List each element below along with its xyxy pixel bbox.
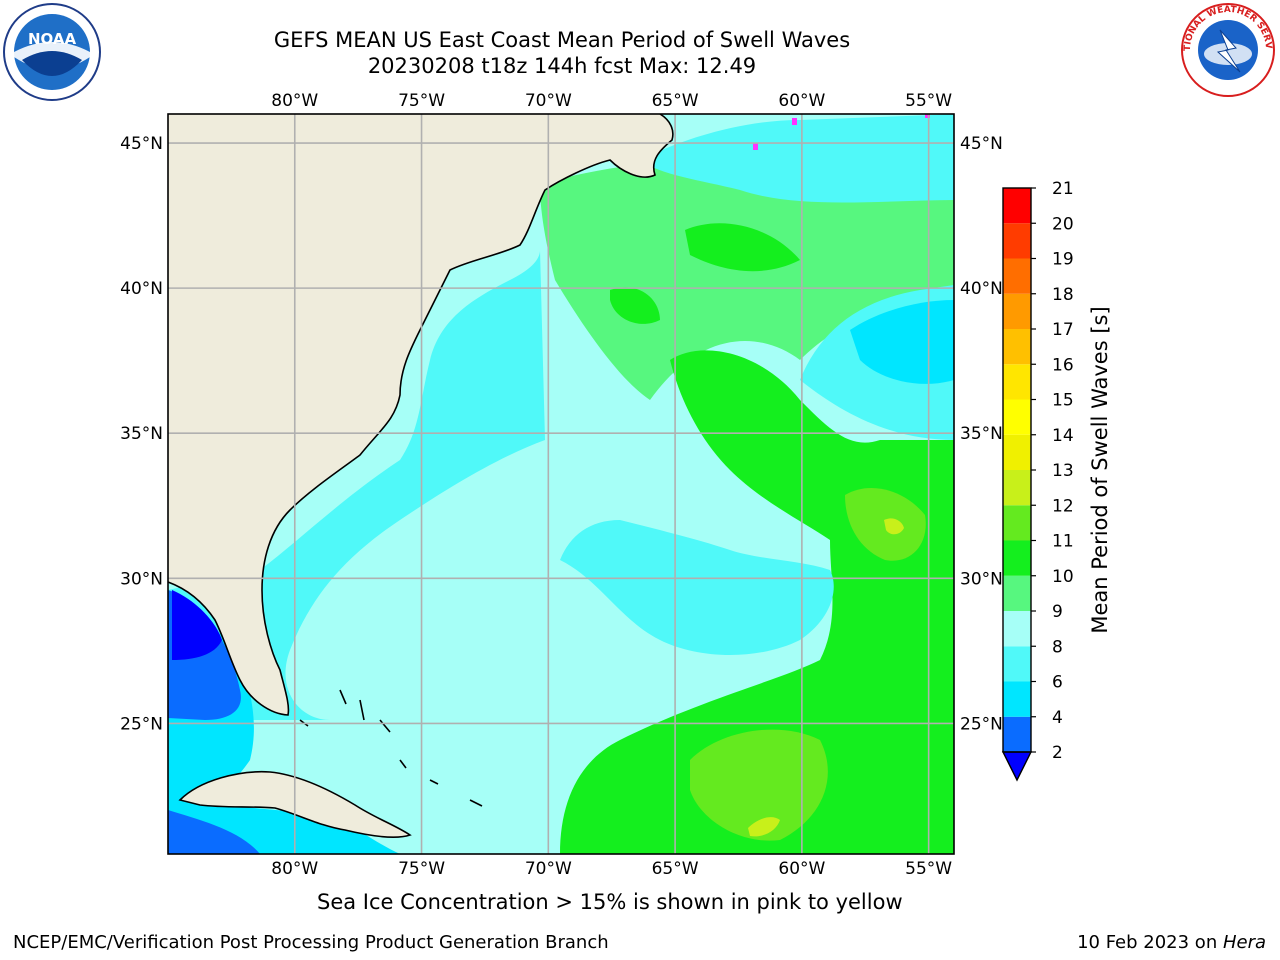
colorbar-swatch (1003, 505, 1031, 541)
field-gulf-deep (172, 590, 222, 660)
colorbar-tick-label: 8 (1052, 637, 1063, 657)
footer-date: 10 Feb 2023 on Hera (1077, 932, 1266, 953)
colorbar-under-arrow (1001, 751, 1033, 782)
colorbar-tick-label: 9 (1052, 602, 1063, 622)
map-gridlines (168, 114, 954, 854)
colorbar-swatch (1003, 258, 1031, 294)
colorbar-swatch (1003, 293, 1031, 329)
colorbar-tick-label: 19 (1052, 250, 1074, 270)
lat-tick-label-left: 40°N (120, 279, 163, 299)
lon-tick-label-top: 60°W (778, 91, 825, 111)
noaa-logo-icon: NOAA (3, 3, 101, 101)
colorbar-tick-label: 2 (1052, 743, 1063, 763)
chart-subtitle: 20230208 t18z 144h fcst Max: 12.49 (367, 54, 757, 78)
colorbar-swatch (1003, 575, 1031, 611)
colorbar-tick-label: 13 (1052, 461, 1074, 481)
lon-tick-label-top: 80°W (271, 91, 318, 111)
colorbar-swatch (1003, 716, 1031, 752)
colorbar-tick-label: 14 (1052, 426, 1074, 446)
coastline (168, 114, 674, 716)
colorbar-swatch (1003, 540, 1031, 576)
colorbar-tick-label: 6 (1052, 673, 1063, 693)
colorbar-tick-label: 10 (1052, 567, 1074, 587)
lat-tick-label-right: 25°N (960, 714, 1003, 734)
colorbar-swatch (1003, 681, 1031, 717)
lat-tick-label-left: 25°N (120, 714, 163, 734)
colorbar: 2 4 6 8 9 10 11 12 13 14 15 16 17 18 19 20 21 (1001, 179, 1074, 782)
footer-host: Hera (1222, 932, 1266, 953)
colorbar-swatch (1003, 188, 1031, 224)
cuba-coastline (178, 770, 412, 839)
lon-tick-label-top: 65°W (652, 91, 699, 111)
colorbar-swatch (1003, 646, 1031, 682)
colorbar-tick-label: 11 (1052, 532, 1074, 552)
lon-tick-label-top: 75°W (398, 91, 445, 111)
colorbar-swatch (1003, 223, 1031, 259)
lon-tick-label-top: 55°W (905, 91, 952, 111)
colorbar-swatch (1003, 399, 1031, 435)
lon-tick-label-bottom: 60°W (778, 859, 825, 879)
colorbar-swatch (1003, 364, 1031, 400)
colorbar-tick-label: 20 (1052, 214, 1074, 234)
lat-tick-label-right: 45°N (960, 134, 1003, 154)
colorbar-tick-label: 18 (1052, 285, 1074, 305)
sea-ice-note: Sea Ice Concentration > 15% is shown in … (317, 890, 903, 914)
colorbar-tick-label: 12 (1052, 496, 1074, 516)
colorbar-tick-label: 21 (1052, 179, 1074, 199)
colorbar-tick-label: 4 (1052, 708, 1063, 728)
colorbar-tick-label: 17 (1052, 320, 1074, 340)
field-shelf-north (540, 150, 954, 400)
colorbar-swatch (1003, 611, 1031, 647)
map-axis-ticks: 80°W 80°W 75°W 75°W 70°W 70°W 65°W 65°W 60°W 60°W… (120, 91, 1003, 879)
map-area (168, 114, 954, 854)
lon-tick-label-bottom: 80°W (271, 859, 318, 879)
field-coastal-band (168, 250, 834, 720)
lon-tick-label-bottom: 70°W (525, 859, 572, 879)
colorbar-tick-label: 16 (1052, 355, 1074, 375)
sea-ice-markers (753, 114, 930, 150)
field-gulf-stream-band (560, 223, 954, 854)
map-frame (167, 113, 955, 855)
colorbar-tick-label: 15 (1052, 391, 1074, 411)
lat-tick-label-left: 45°N (120, 134, 163, 154)
nws-logo-icon: NATIONAL WEATHER SERVICE (1180, 2, 1275, 97)
lat-tick-label-right: 40°N (960, 279, 1003, 299)
colorbar-label: Mean Period of Swell Waves [s] (1088, 306, 1112, 634)
colorbar-swatch (1003, 329, 1031, 365)
lat-tick-label-right: 30°N (960, 569, 1003, 589)
colorbar-swatch (1003, 434, 1031, 470)
lon-tick-label-bottom: 55°W (905, 859, 952, 879)
bahamas-islands (299, 689, 483, 807)
svg-text:NOAA: NOAA (28, 30, 77, 48)
lat-tick-label-right: 35°N (960, 424, 1003, 444)
field-caribbean-northeast (690, 729, 828, 841)
lat-tick-label-left: 35°N (120, 424, 163, 444)
footer-credit: NCEP/EMC/Verification Post Processing Pr… (13, 932, 609, 953)
lon-tick-label-bottom: 75°W (398, 859, 445, 879)
lon-tick-label-bottom: 65°W (652, 859, 699, 879)
chart-title: GEFS MEAN US East Coast Mean Period of S… (273, 28, 851, 52)
footer-date-text: 10 Feb 2023 on (1077, 932, 1223, 953)
lat-tick-label-left: 30°N (120, 569, 163, 589)
lon-tick-label-top: 70°W (525, 91, 572, 111)
colorbar-swatch (1003, 470, 1031, 506)
